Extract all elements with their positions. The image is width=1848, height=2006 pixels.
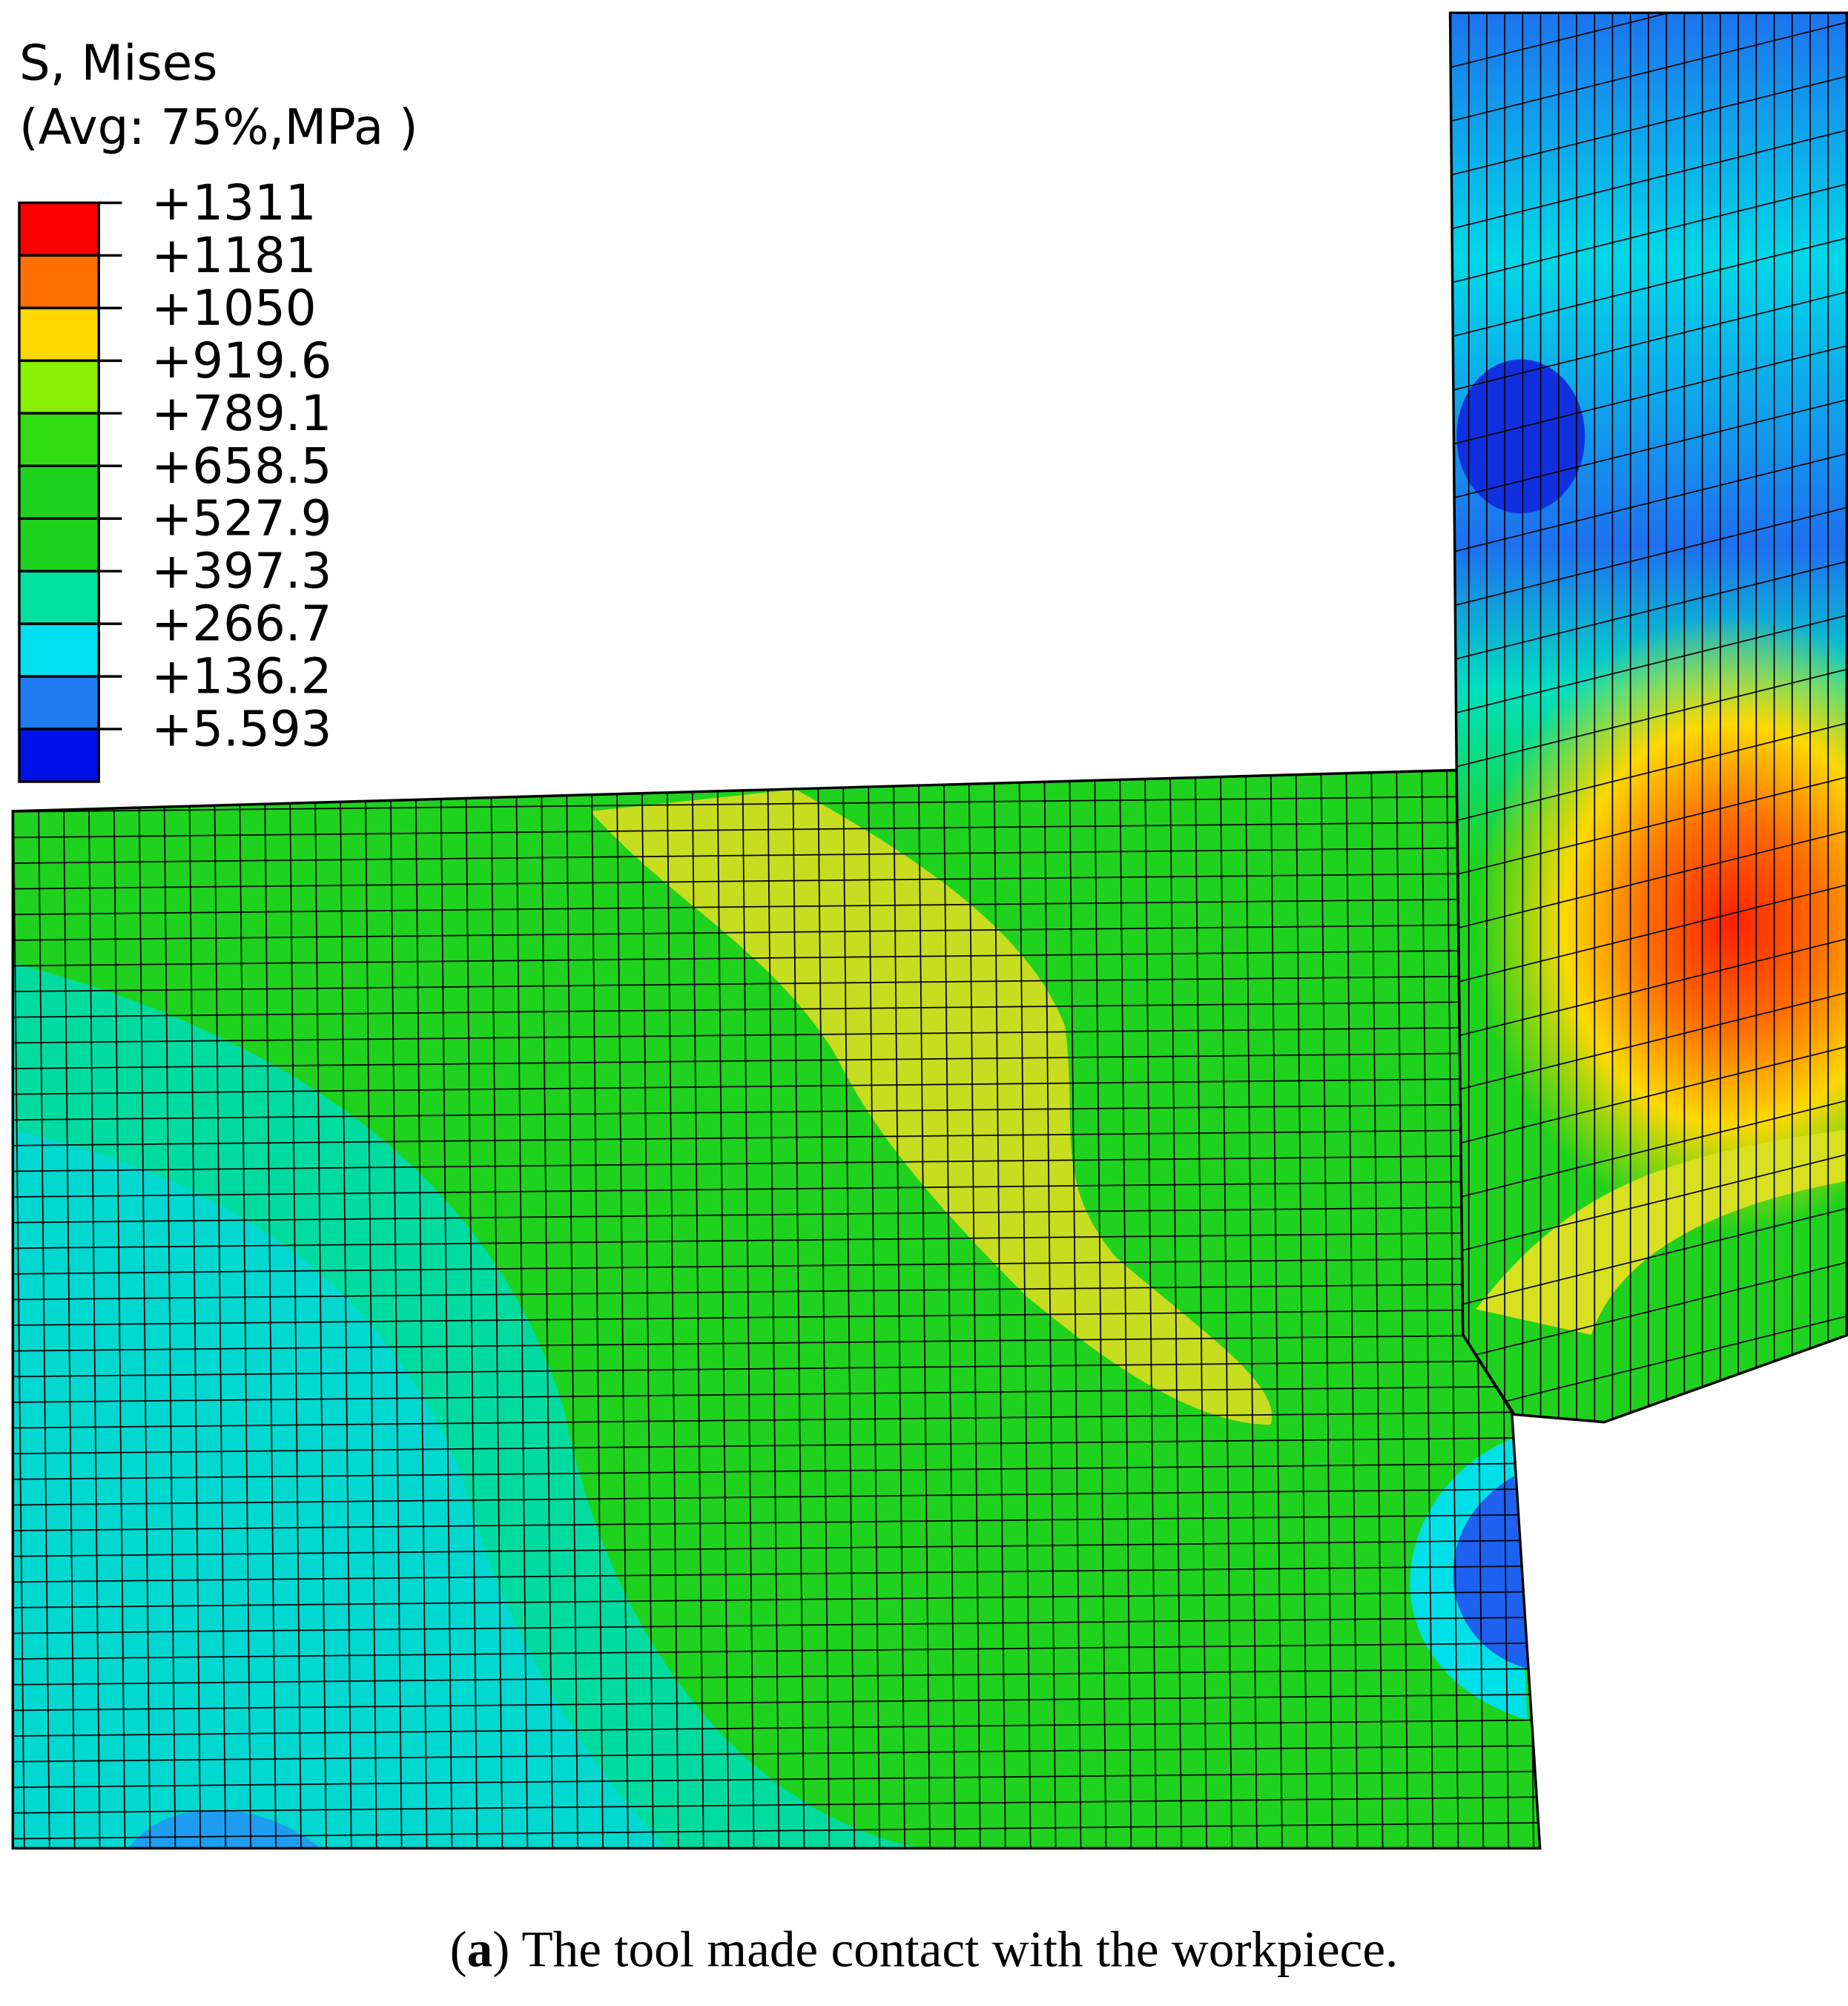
legend-label: +527.9 [151, 490, 331, 547]
legend-label: +397.3 [151, 543, 331, 600]
caption-label: a [467, 1921, 493, 1978]
legend-swatch [18, 464, 100, 520]
legend-swatch [18, 201, 100, 257]
legend-swatch [18, 622, 100, 678]
legend-label: +266.7 [151, 595, 331, 653]
legend-subtitle: (Avg: 75%,MPa ) [19, 99, 418, 156]
legend-swatch [18, 727, 100, 783]
legend-swatch [18, 412, 100, 467]
legend-swatch [18, 254, 100, 310]
legend-label: +5.593 [151, 701, 331, 758]
legend-label: +1050 [151, 280, 316, 337]
legend-swatch [18, 675, 100, 730]
legend-label: +658.5 [151, 438, 331, 495]
legend-swatch [18, 359, 100, 415]
legend-label: +1311 [151, 174, 316, 231]
legend-swatch [18, 306, 100, 363]
legend-swatch [18, 570, 100, 625]
legend-title: S, Mises [19, 34, 217, 91]
legend-label: +136.2 [151, 648, 331, 705]
tool [1450, 13, 1848, 1422]
caption-open: ( [450, 1921, 467, 1978]
legend-swatch [18, 517, 100, 573]
legend-label: +789.1 [151, 385, 331, 442]
legend-label: +919.6 [151, 332, 331, 389]
workpiece [13, 770, 1540, 1849]
caption-text: ) The tool made contact with the workpie… [492, 1921, 1398, 1978]
legend: +1311+1181+1050+919.6+789.1+658.5+527.9+… [18, 174, 332, 783]
legend-label: +1181 [151, 227, 316, 284]
caption: (a) The tool made contact with the workp… [450, 1921, 1399, 1978]
